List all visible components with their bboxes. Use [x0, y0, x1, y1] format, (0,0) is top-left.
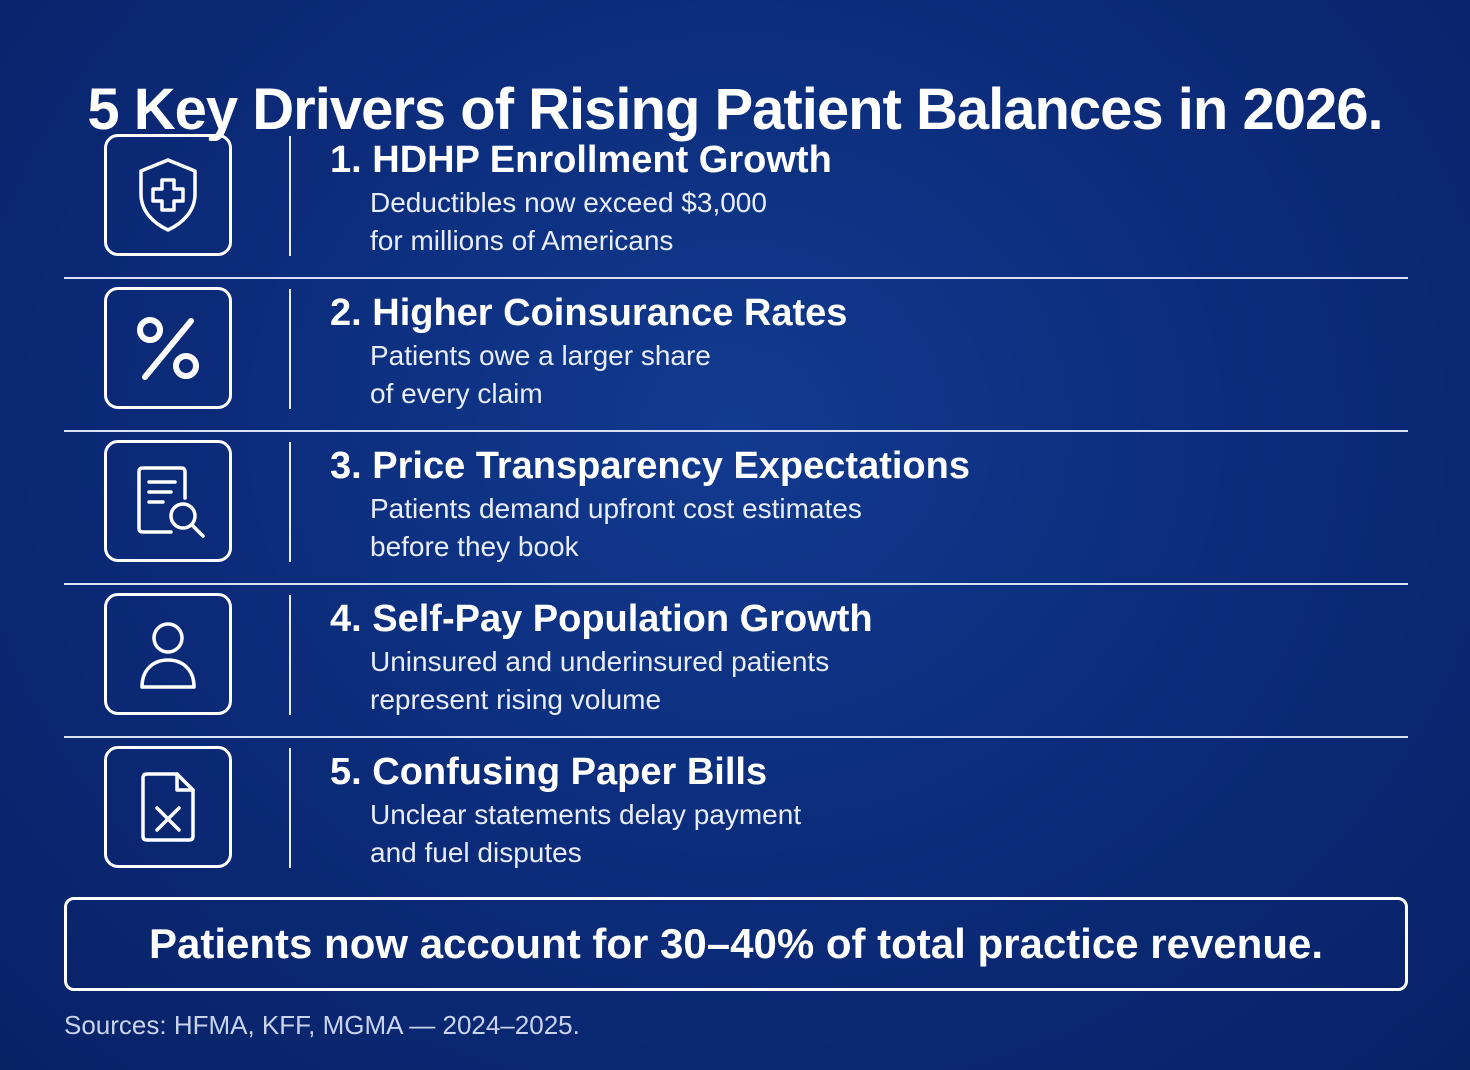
- row-divider: [289, 289, 291, 409]
- driver-desc-line: Patients owe a larger share: [370, 340, 711, 371]
- document-x-icon: [104, 746, 232, 868]
- driver-description: Patients owe a larger share of every cla…: [370, 337, 1070, 413]
- driver-title: 5. Confusing Paper Bills: [330, 751, 768, 793]
- row-divider: [289, 442, 291, 562]
- shield-plus-icon: [104, 134, 232, 256]
- document-search-icon: [104, 440, 232, 562]
- driver-row-2: 2. Higher Coinsurance Rates Patients owe…: [64, 279, 1408, 432]
- driver-title: 4. Self-Pay Population Growth: [330, 598, 873, 640]
- driver-row-4: 4. Self-Pay Population Growth Uninsured …: [64, 585, 1408, 738]
- driver-title: 2. Higher Coinsurance Rates: [330, 292, 848, 334]
- revenue-callout: Patients now account for 30–40% of total…: [64, 897, 1408, 991]
- row-divider: [289, 595, 291, 715]
- driver-description: Deductibles now exceed $3,000 for millio…: [370, 184, 1070, 260]
- driver-row-3: 3. Price Transparency Expectations Patie…: [64, 432, 1408, 585]
- driver-desc-line: for millions of Americans: [370, 225, 674, 256]
- driver-desc-line: Deductibles now exceed $3,000: [370, 187, 767, 218]
- driver-desc-line: represent rising volume: [370, 684, 662, 715]
- person-icon: [104, 593, 232, 715]
- driver-title: 1. HDHP Enrollment Growth: [330, 139, 832, 181]
- driver-desc-line: Patients demand upfront cost estimates: [370, 493, 862, 524]
- driver-row-1: 1. HDHP Enrollment Growth Deductibles no…: [64, 126, 1408, 279]
- driver-row-5: 5. Confusing Paper Bills Unclear stateme…: [64, 738, 1408, 891]
- driver-desc-line: Unclear statements delay payment: [370, 799, 802, 830]
- row-divider: [289, 748, 291, 868]
- page-title: 5 Key Drivers of Rising Patient Balances…: [87, 76, 1383, 142]
- driver-description: Patients demand upfront cost estimates b…: [370, 490, 1070, 566]
- driver-description: Uninsured and underinsured patients repr…: [370, 643, 1070, 719]
- sources-note: Sources: HFMA, KFF, MGMA — 2024–2025.: [64, 1010, 580, 1040]
- percent-icon: [104, 287, 232, 409]
- drivers-list: 1. HDHP Enrollment Growth Deductibles no…: [64, 126, 1408, 891]
- driver-desc-line: and fuel disputes: [370, 837, 582, 868]
- driver-desc-line: before they book: [370, 531, 579, 562]
- driver-desc-line: Uninsured and underinsured patients: [370, 646, 830, 677]
- driver-title: 3. Price Transparency Expectations: [330, 445, 970, 487]
- row-divider: [289, 136, 291, 256]
- driver-description: Unclear statements delay payment and fue…: [370, 796, 1070, 872]
- driver-desc-line: of every claim: [370, 378, 543, 409]
